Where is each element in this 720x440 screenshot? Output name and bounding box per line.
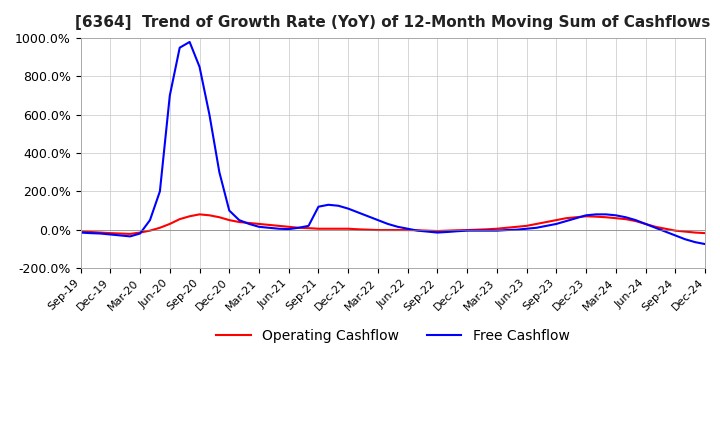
Title: [6364]  Trend of Growth Rate (YoY) of 12-Month Moving Sum of Cashflows: [6364] Trend of Growth Rate (YoY) of 12-… bbox=[75, 15, 711, 30]
Legend: Operating Cashflow, Free Cashflow: Operating Cashflow, Free Cashflow bbox=[210, 323, 575, 348]
